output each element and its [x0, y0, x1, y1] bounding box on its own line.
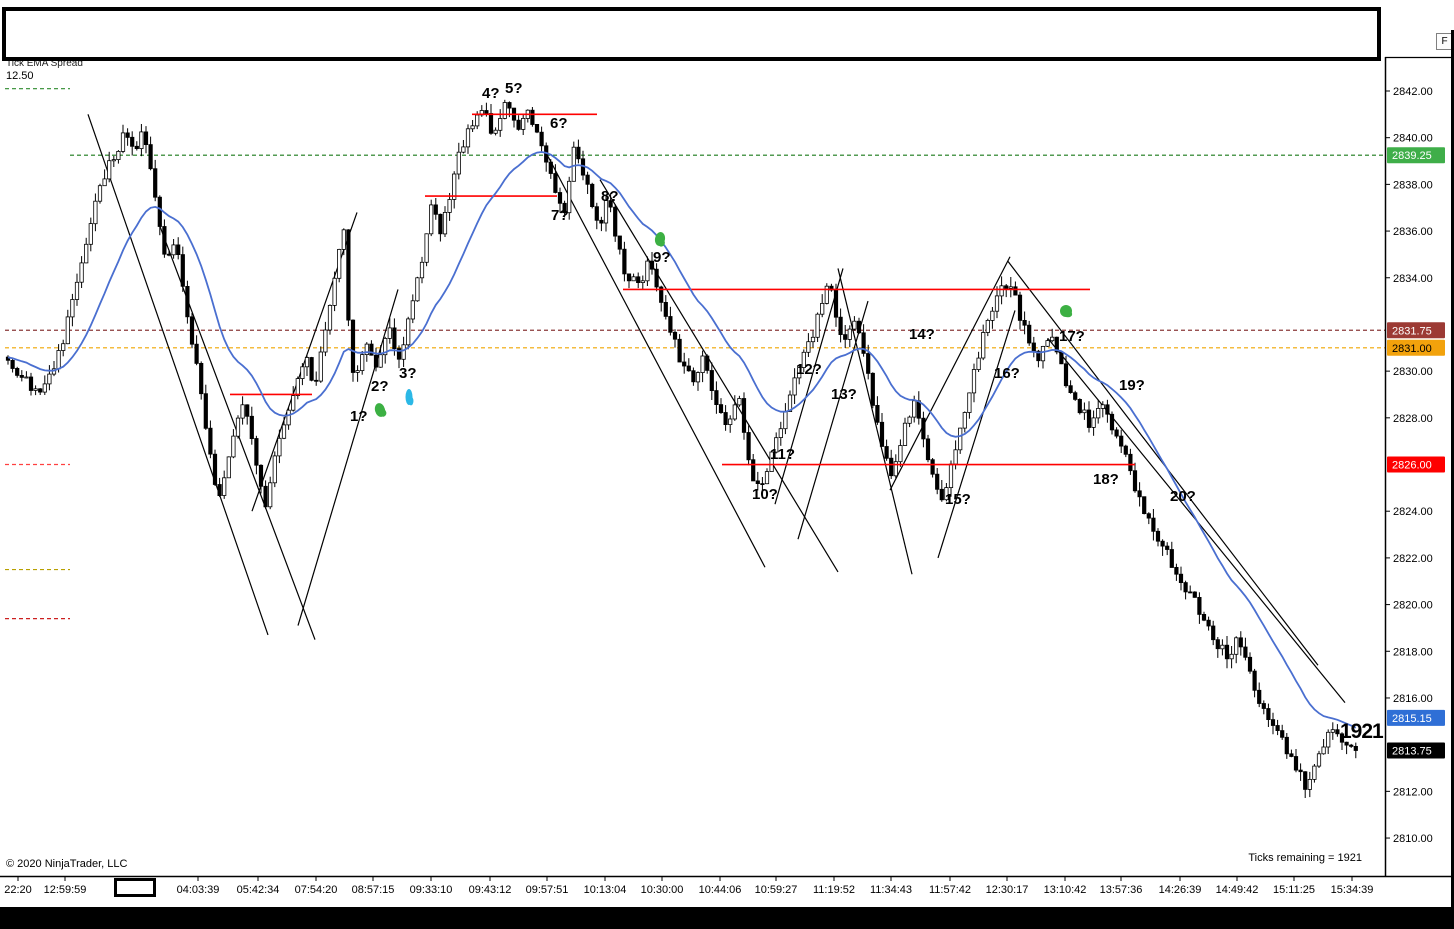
bottom-black-bar: [0, 907, 1454, 929]
price-tick-label: 2818.00: [1393, 646, 1433, 658]
ema-line: [7, 151, 1357, 729]
wave-count-label[interactable]: 3?: [399, 365, 417, 382]
price-tick-label: 2842.00: [1393, 86, 1433, 98]
ink-mark[interactable]: [1060, 305, 1073, 318]
time-tick-label: 09:43:12: [469, 884, 512, 896]
time-tick-label: 15:34:39: [1331, 884, 1374, 896]
time-tick-label: 05:42:34: [237, 884, 280, 896]
time-tick-label: 22:20: [4, 884, 32, 896]
time-tick-label: 11:57:42: [929, 884, 971, 896]
wave-count-label[interactable]: 2?: [371, 378, 389, 395]
wave-count-label[interactable]: 6?: [550, 115, 568, 132]
time-tick-label: 10:13:04: [584, 884, 627, 896]
time-tick-label: 13:57:36: [1100, 884, 1143, 896]
trend-line[interactable]: [599, 179, 839, 573]
ink-mark[interactable]: [373, 402, 387, 419]
price-badge: [1387, 742, 1445, 759]
wave-count-label[interactable]: 16?: [994, 365, 1020, 382]
price-badge: [1387, 456, 1445, 473]
trend-line[interactable]: [797, 300, 869, 540]
price-tick-label: 2810.00: [1393, 833, 1433, 845]
price-badge: [1387, 147, 1445, 164]
window-right-border: [1451, 30, 1454, 929]
price-badge-label: 2815.15: [1392, 713, 1432, 725]
indicator-value: 12.50: [6, 70, 34, 82]
time-tick-label: 14:49:42: [1216, 884, 1259, 896]
indicator-label: Tick EMA Spread: [6, 58, 83, 69]
trend-line[interactable]: [937, 310, 1016, 559]
time-tick-label: 11:19:52: [813, 884, 855, 896]
price-tick-label: 2840.00: [1393, 133, 1433, 145]
wave-count-label[interactable]: 7?: [551, 207, 569, 224]
time-tick-label: 04:03:39: [177, 884, 220, 896]
price-tick-label: 2834.00: [1393, 273, 1433, 285]
ink-mark[interactable]: [654, 231, 667, 247]
price-badge-label: 2839.25: [1392, 150, 1432, 162]
wave-count-label[interactable]: 4?: [482, 85, 500, 102]
time-tick-label: 15:11:25: [1273, 884, 1315, 896]
time-tick-label: 08:57:15: [352, 884, 395, 896]
wave-count-label[interactable]: 19?: [1119, 377, 1145, 394]
time-tick-label: 09:57:51: [526, 884, 569, 896]
price-badge: [1387, 322, 1445, 339]
price-tick-label: 2830.00: [1393, 366, 1433, 378]
trend-line[interactable]: [297, 289, 399, 626]
price-tick-label: 2828.00: [1393, 413, 1433, 425]
time-tick-label: 14:26:39: [1159, 884, 1202, 896]
price-tick-label: 2822.00: [1393, 553, 1433, 565]
price-tick-label: 2820.00: [1393, 600, 1433, 612]
price-tick-label: 2836.00: [1393, 226, 1433, 238]
wave-count-label[interactable]: 20?: [1170, 488, 1196, 505]
price-badge-label: 2826.00: [1392, 460, 1432, 472]
copyright-text: © 2020 NinjaTrader, LLC: [6, 858, 128, 870]
trend-line[interactable]: [889, 256, 1011, 491]
wave-count-label[interactable]: 8?: [601, 188, 619, 205]
wave-count-label[interactable]: 18?: [1093, 471, 1119, 488]
trend-line[interactable]: [547, 156, 766, 568]
time-tick-label: 09:33:10: [410, 884, 453, 896]
price-tick-label: 2838.00: [1393, 179, 1433, 191]
time-tick-label: 07:54:20: [295, 884, 338, 896]
wave-count-label[interactable]: 13?: [831, 386, 857, 403]
ink-mark[interactable]: [405, 389, 414, 406]
wave-count-label[interactable]: 1?: [350, 408, 368, 425]
time-tick-label: 12:59:59: [44, 884, 87, 896]
price-badge-label: 2831.75: [1392, 325, 1432, 337]
trend-line[interactable]: [837, 268, 913, 575]
ticks-remaining-text: Ticks remaining = 1921: [1248, 852, 1362, 864]
tick-counter-label: 1921: [1340, 720, 1384, 743]
price-badge: [1387, 709, 1445, 726]
wave-count-label[interactable]: 14?: [909, 326, 935, 343]
time-tick-label: 11:34:43: [870, 884, 912, 896]
wave-count-label[interactable]: 12?: [796, 361, 822, 378]
trend-line[interactable]: [87, 114, 269, 636]
wave-count-label[interactable]: 5?: [505, 80, 523, 97]
wave-count-label[interactable]: 15?: [945, 491, 971, 508]
wave-count-label[interactable]: 11?: [770, 446, 795, 463]
time-tick-label: 10:59:27: [755, 884, 798, 896]
top-annotation-box[interactable]: [2, 7, 1381, 61]
time-tick-label: 10:30:00: [641, 884, 684, 896]
price-badge: [1387, 339, 1445, 356]
candles: [5, 99, 1358, 798]
price-badge-label: 2813.75: [1392, 745, 1432, 757]
time-tick-label: 12:30:17: [986, 884, 1029, 896]
wave-count-label[interactable]: 17?: [1059, 328, 1085, 345]
price-tick-label: 2816.00: [1393, 693, 1433, 705]
time-tick-label: 10:44:06: [699, 884, 742, 896]
time-tick-label: 13:10:42: [1044, 884, 1087, 896]
price-tick-label: 2824.00: [1393, 506, 1433, 518]
price-badge-label: 2831.00: [1392, 343, 1432, 355]
wave-count-label[interactable]: 9?: [653, 249, 671, 266]
wave-count-label[interactable]: 10?: [752, 486, 778, 503]
bottom-annotation-box[interactable]: [114, 878, 156, 897]
price-tick-label: 2812.00: [1393, 786, 1433, 798]
